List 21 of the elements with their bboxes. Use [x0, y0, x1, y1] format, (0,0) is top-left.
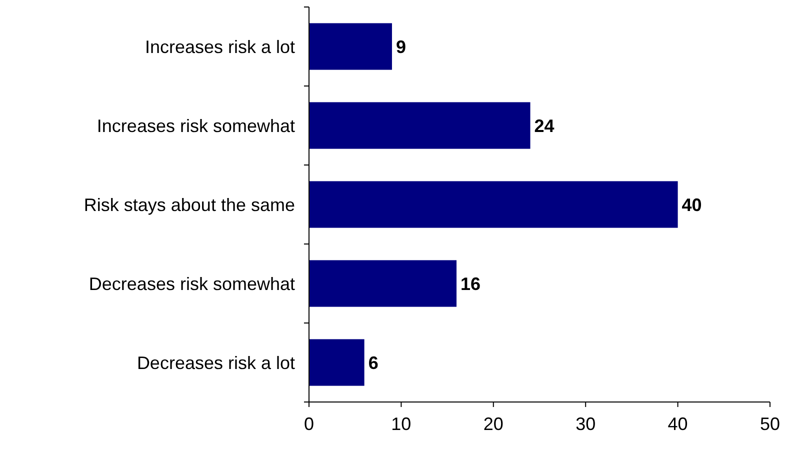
data-label: 16: [460, 274, 481, 294]
data-label: 40: [682, 194, 702, 215]
x-tick-label: 50: [760, 414, 780, 434]
bar: [309, 339, 364, 386]
y-tick-label: Decreases risk somewhat: [88, 274, 295, 294]
bar: [309, 181, 678, 228]
data-label: 9: [396, 36, 406, 57]
y-tick-label: Increases risk somewhat: [96, 116, 295, 136]
y-tick-label: Decreases risk a lot: [136, 352, 295, 373]
data-label: 24: [534, 116, 554, 136]
bar: [309, 102, 530, 149]
data-label: 6: [368, 352, 378, 373]
x-tick-label: 0: [304, 414, 314, 434]
x-tick-label: 40: [668, 414, 688, 434]
x-tick-label: 30: [576, 414, 596, 434]
x-tick-label: 20: [483, 414, 504, 434]
y-tick-label: Risk stays about the same: [84, 194, 295, 215]
x-tick-label: 10: [391, 414, 412, 434]
bar: [309, 23, 392, 70]
bar: [309, 260, 457, 307]
y-tick-label: Increases risk a lot: [144, 36, 295, 57]
